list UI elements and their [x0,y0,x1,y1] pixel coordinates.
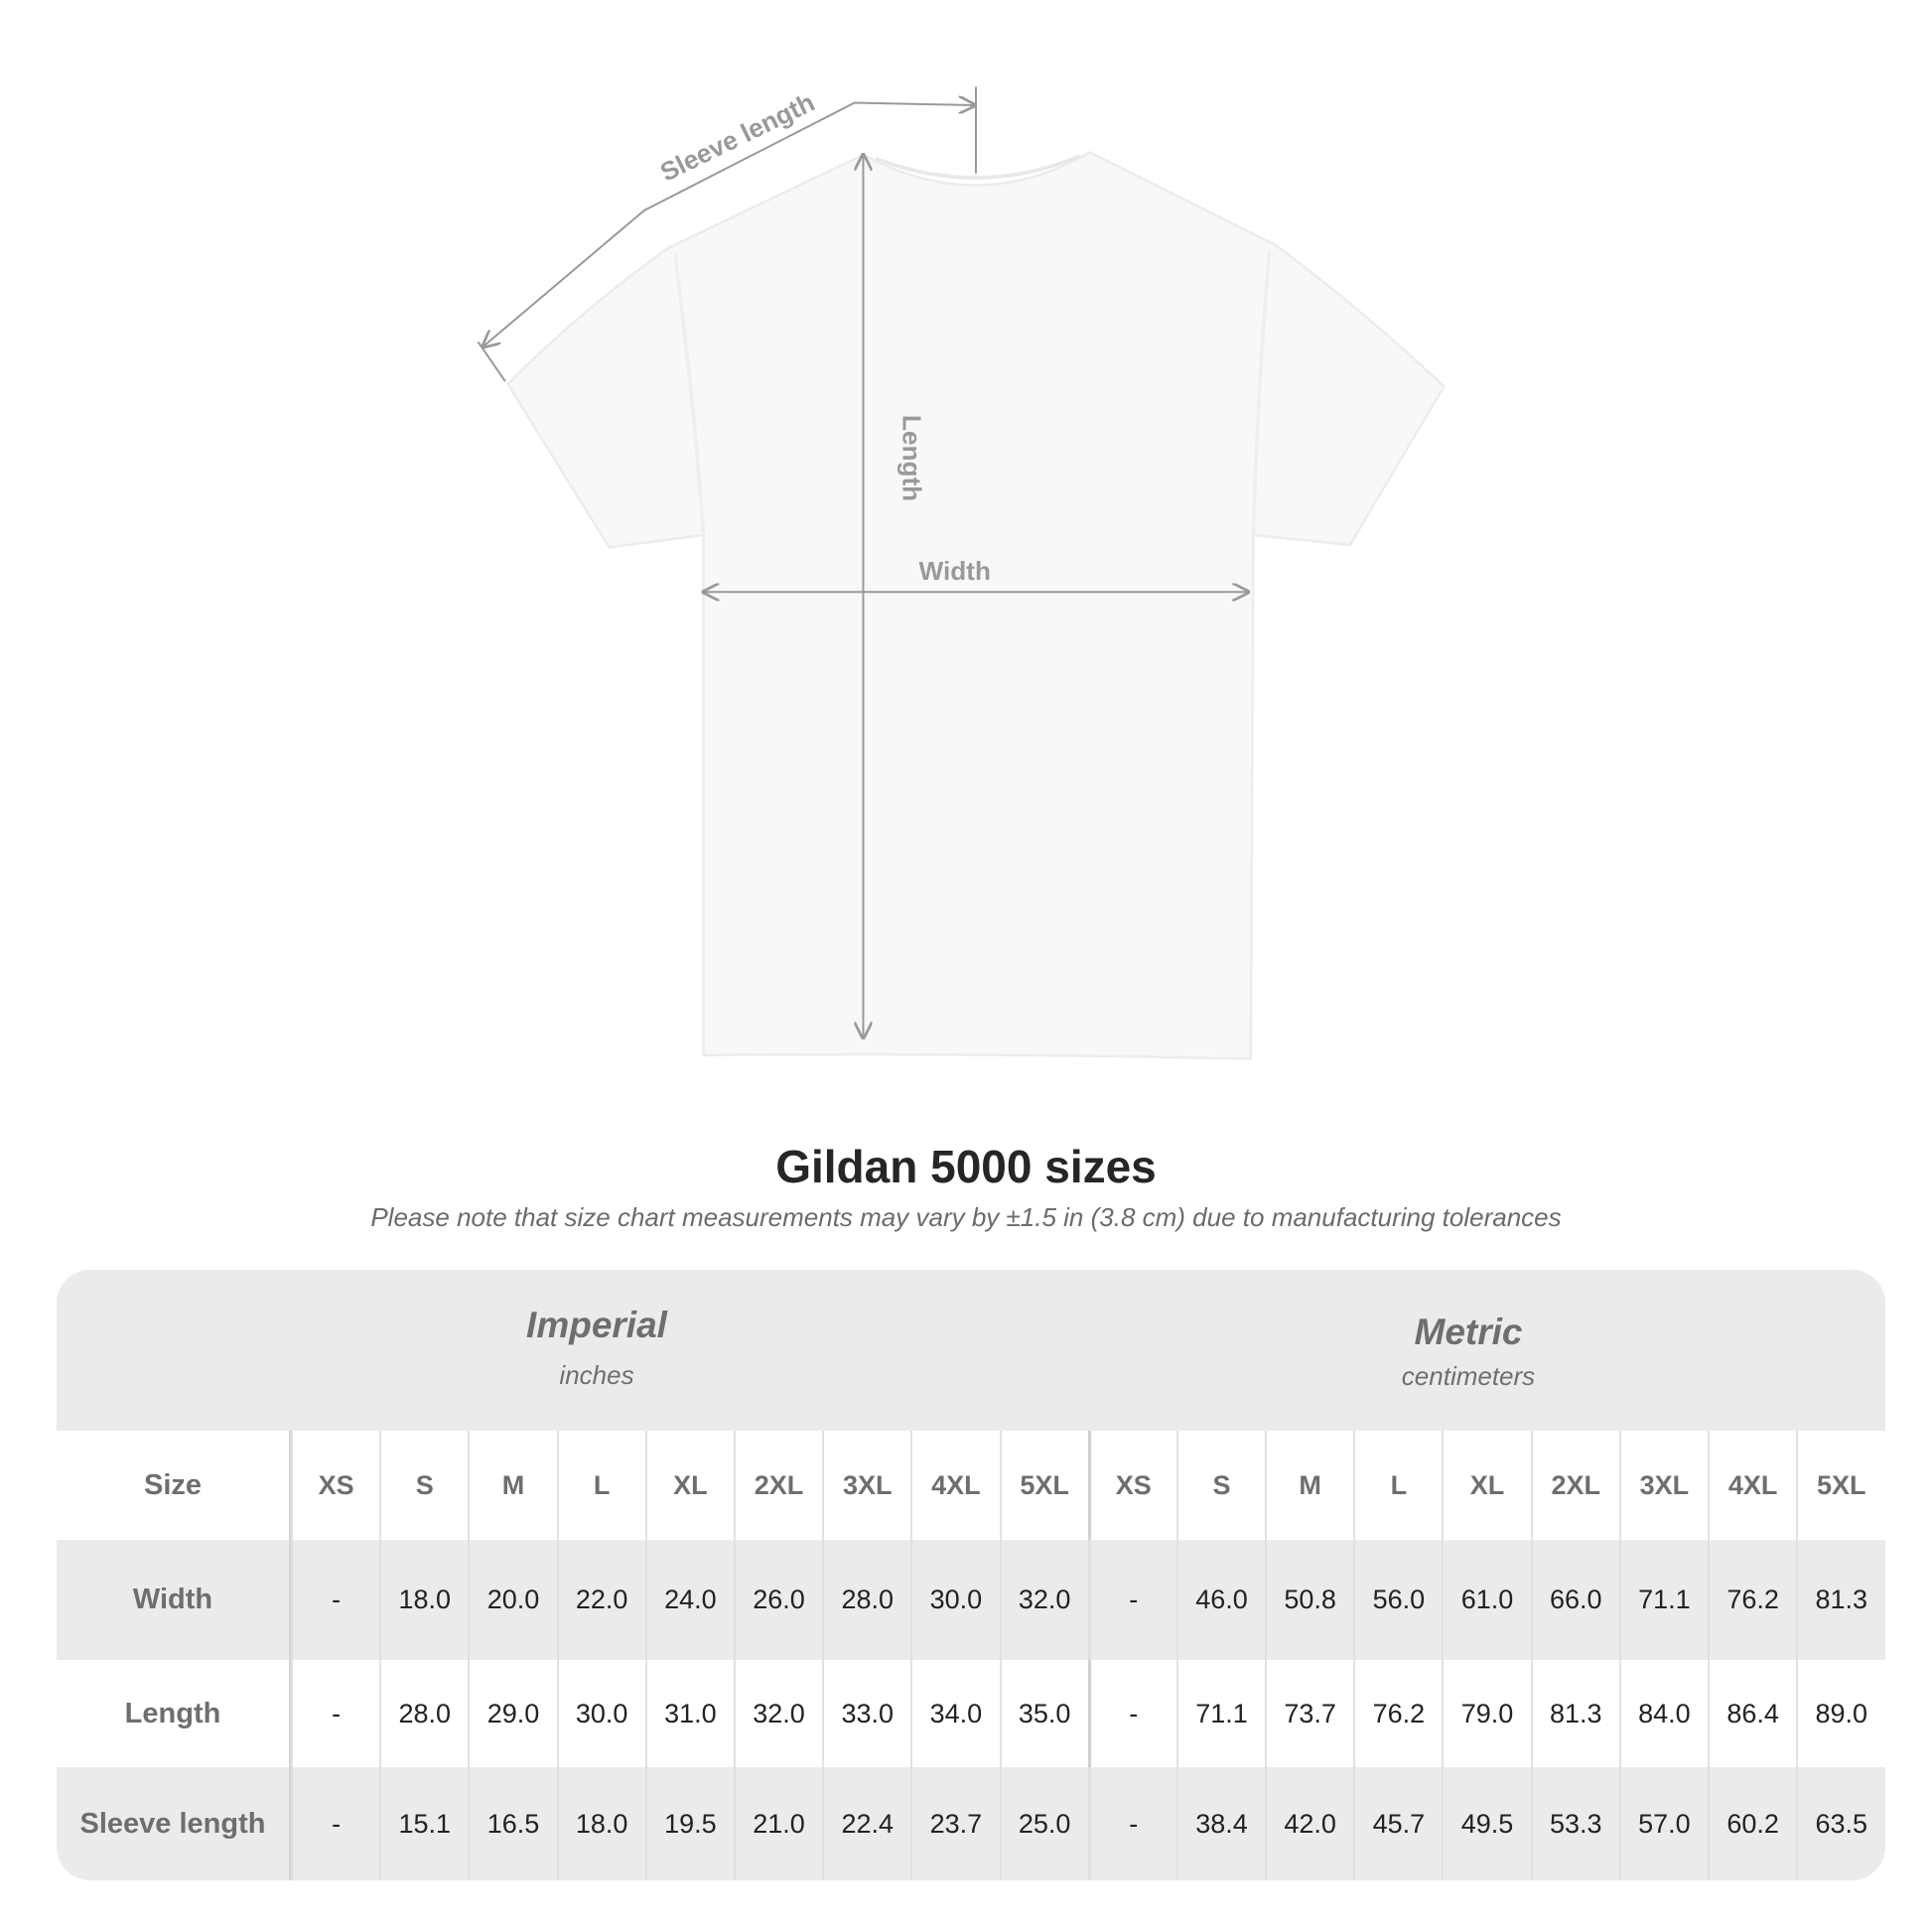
chart-title: Gildan 5000 sizes [775,1141,1157,1192]
table-cell: 53.3 [1530,1767,1619,1880]
size-header-cell: S [1175,1431,1265,1540]
table-cell: 33.0 [822,1660,910,1767]
table-cell: 63.5 [1796,1767,1884,1880]
table-cell: 38.4 [1175,1767,1265,1880]
table-cell: 18.0 [379,1540,468,1660]
tshirt-image [505,151,1447,1060]
table-cell: 89.0 [1796,1660,1884,1767]
table-cell: - [291,1767,379,1880]
table-cell: - [291,1540,379,1660]
imperial-header: Imperial inches [348,1305,845,1391]
metric-header: Metric centimeters [1220,1311,1717,1392]
table-cell: 34.0 [910,1660,999,1767]
size-header-cell: XL [644,1431,734,1540]
size-header-cell: 4XL [910,1431,999,1540]
table-cell: 18.0 [556,1767,645,1880]
table-cell: 24.0 [644,1540,734,1660]
sleeve-length-label: Sleeve length [655,87,819,188]
table-cell: 21.0 [733,1767,822,1880]
table-cell: 42.0 [1265,1767,1353,1880]
table-cell: 15.1 [379,1767,468,1880]
table-cell: 31.0 [644,1660,734,1767]
table-cell: - [291,1660,379,1767]
size-header-cell: M [468,1431,556,1540]
size-header-cell: M [1265,1431,1353,1540]
size-header-cell: XL [1442,1431,1530,1540]
table-cell: 71.1 [1618,1540,1708,1660]
table-cell: 49.5 [1442,1767,1530,1880]
imperial-title: Imperial [526,1305,667,1345]
table-cell: 71.1 [1175,1660,1265,1767]
table-cell: 57.0 [1618,1767,1708,1880]
size-header-cell: XS [291,1431,379,1540]
table-cell: 45.7 [1353,1767,1442,1880]
table-cell: 26.0 [733,1540,822,1660]
table-cell: 46.0 [1175,1540,1265,1660]
table-cell: 73.7 [1265,1660,1353,1767]
size-header-cell: 4XL [1708,1431,1796,1540]
metric-title: Metric [1414,1311,1523,1352]
table-cell: 25.0 [999,1767,1088,1880]
table-cell: 20.0 [468,1540,556,1660]
table-cell: 22.0 [556,1540,645,1660]
table-cell: 81.3 [1530,1660,1619,1767]
table-cell: 32.0 [733,1660,822,1767]
imperial-unit: inches [559,1360,634,1390]
table-cell: 61.0 [1442,1540,1530,1660]
table-row: Sleeve length -15.1 16.5 18.0 19.5 21.0 22.4 23… [57,1767,1885,1880]
table-cell: 81.3 [1796,1540,1884,1660]
table-cell: 56.0 [1353,1540,1442,1660]
size-row: Size XS S M L XL 2XL 3XL 4XL 5XL XS S M L XL 2XL 3XL 4XL 5… [57,1431,1885,1540]
tolerance-note: Please note that size chart measurements… [370,1202,1562,1232]
table-cell: 86.4 [1708,1660,1796,1767]
size-table: Imperial inches Metric centimeters Size X… [57,1270,1885,1880]
size-header-cell: 3XL [822,1431,910,1540]
width-label: Width [919,556,991,586]
table-cell: - [1087,1767,1176,1880]
size-header-cell: L [1353,1431,1442,1540]
size-header-cell: 2XL [1530,1431,1619,1540]
table-row: Width -18.0 20.0 22.0 24.0 26.0 28.0 30.0 32.0-4… [57,1540,1885,1660]
row-label: Length [57,1660,291,1767]
table-cell: 28.0 [822,1540,910,1660]
table-cell: 60.2 [1708,1767,1796,1880]
size-header-label: Size [57,1431,291,1540]
table-cell: 79.0 [1442,1660,1530,1767]
table-cell: 23.7 [910,1767,999,1880]
table-cell: 28.0 [379,1660,468,1767]
size-header-cell: XS [1087,1431,1176,1540]
unit-header: Imperial inches Metric centimeters [57,1270,1885,1431]
table-cell: 22.4 [822,1767,910,1880]
table-cell: 19.5 [644,1767,734,1880]
table-row: Length -28.0 29.0 30.0 31.0 32.0 33.0 34.0 35.0-… [57,1660,1885,1767]
table-cell: - [1087,1540,1176,1660]
table-cell: 76.2 [1708,1540,1796,1660]
row-label: Width [57,1540,291,1660]
table-cell: 29.0 [468,1660,556,1767]
table-cell: 50.8 [1265,1540,1353,1660]
table-cell: 30.0 [556,1660,645,1767]
size-header-cell: S [379,1431,468,1540]
table-cell: 66.0 [1530,1540,1619,1660]
table-cell: 32.0 [999,1540,1088,1660]
length-label: Length [897,415,926,501]
table-cell: 35.0 [999,1660,1088,1767]
table-cell: 30.0 [910,1540,999,1660]
table-cell: - [1087,1660,1176,1767]
size-header-cell: 5XL [1796,1431,1884,1540]
size-header-cell: 5XL [999,1431,1088,1540]
row-label: Sleeve length [57,1767,291,1880]
sleeve-length-line [483,103,975,347]
table-cell: 84.0 [1618,1660,1708,1767]
metric-unit: centimeters [1401,1361,1536,1391]
size-header-cell: 3XL [1618,1431,1708,1540]
table-cell: 76.2 [1353,1660,1442,1767]
size-header-cell: L [556,1431,645,1540]
size-header-cell: 2XL [733,1431,822,1540]
table-cell: 16.5 [468,1767,556,1880]
